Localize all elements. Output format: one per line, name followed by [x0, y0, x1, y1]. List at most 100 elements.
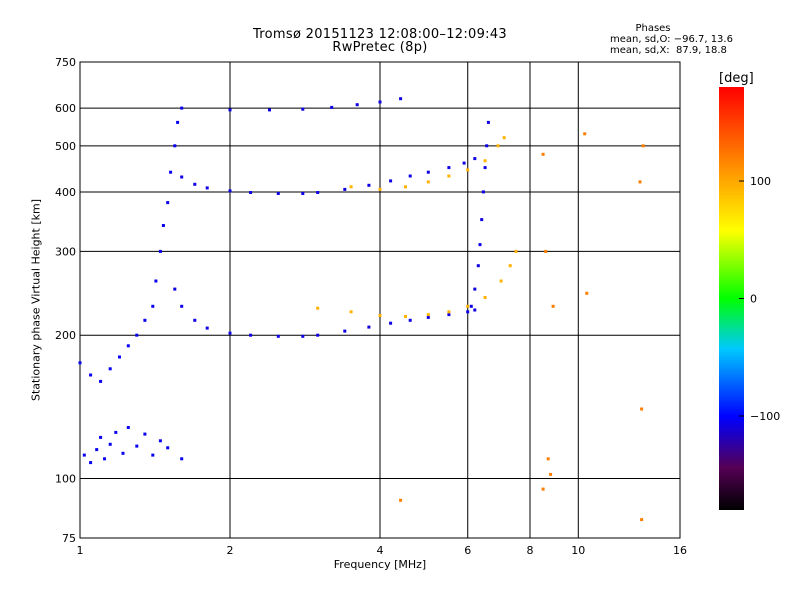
x-axis-label: Frequency [MHz] — [333, 558, 427, 571]
stats-x-line: mean, sd,X: 87.9, 18.8 — [610, 45, 727, 56]
data-point — [166, 201, 170, 205]
data-point — [205, 186, 209, 190]
data-point — [99, 435, 103, 439]
data-point — [301, 192, 305, 195]
data-point — [228, 189, 232, 193]
gridlines — [79, 61, 681, 539]
data-point — [180, 175, 184, 179]
data-points — [78, 97, 645, 522]
data-point — [486, 120, 490, 124]
x-tick-label: 1 — [77, 544, 84, 557]
data-point — [508, 264, 512, 268]
data-point — [135, 333, 139, 337]
data-point — [544, 249, 548, 253]
y-tick-label: 200 — [55, 329, 76, 342]
data-point — [158, 249, 162, 253]
data-point — [121, 451, 125, 455]
data-point — [466, 310, 470, 314]
data-point — [399, 97, 403, 101]
data-point — [640, 407, 644, 411]
data-point — [404, 315, 407, 318]
data-point — [641, 144, 645, 148]
data-point — [301, 334, 305, 338]
colorbar-label: [deg] — [719, 71, 754, 86]
data-point — [551, 304, 555, 308]
y-tick-label: 300 — [55, 245, 76, 258]
data-point — [426, 180, 430, 184]
data-point — [176, 120, 180, 124]
x-tick-label: 2 — [227, 544, 234, 557]
data-point — [161, 224, 165, 227]
data-point — [301, 107, 305, 111]
chart-title: Tromsø 20151123 12:08:00–12:09:43 — [252, 27, 508, 42]
data-point — [502, 136, 506, 140]
data-point — [154, 279, 158, 283]
x-tick-label: 10 — [571, 544, 585, 557]
data-point — [276, 192, 280, 195]
data-point — [378, 187, 382, 191]
x-axis-ticks: 1 2 4 6 8 10 16 — [77, 544, 688, 557]
data-point — [349, 310, 353, 314]
data-point — [378, 100, 382, 104]
data-point — [447, 310, 451, 314]
data-point — [541, 152, 545, 156]
data-point — [89, 373, 93, 377]
chart-subtitle: RwPretec (8p) — [332, 40, 428, 55]
data-point — [108, 442, 112, 446]
data-point — [126, 426, 130, 429]
colorbar-tick-label: −100 — [750, 410, 780, 423]
data-point — [355, 103, 359, 107]
data-point — [228, 108, 232, 112]
data-point — [469, 304, 473, 308]
data-point — [158, 439, 162, 443]
y-tick-label: 600 — [55, 102, 76, 115]
data-point — [426, 313, 430, 317]
data-point — [166, 446, 170, 450]
data-point — [473, 287, 477, 291]
data-point — [499, 279, 503, 283]
data-point — [426, 315, 430, 319]
data-point — [466, 168, 470, 172]
data-point — [316, 333, 320, 337]
data-point — [549, 472, 553, 476]
data-point — [483, 166, 487, 170]
data-point — [180, 304, 184, 308]
data-point — [114, 430, 118, 434]
colorbar-tick-label: 100 — [750, 175, 771, 188]
data-point — [95, 448, 99, 452]
data-point — [343, 329, 347, 333]
data-point — [447, 313, 451, 317]
data-point — [389, 321, 393, 325]
data-point — [481, 190, 485, 194]
data-point — [228, 331, 232, 335]
data-point — [193, 182, 197, 186]
data-point — [583, 132, 587, 136]
data-point — [330, 105, 334, 109]
data-point — [462, 161, 466, 165]
data-point — [426, 170, 430, 174]
x-tick-label: 6 — [464, 544, 471, 557]
colorbar-ticks: 100 0 −100 — [739, 175, 780, 423]
data-point — [205, 326, 209, 330]
data-point — [78, 361, 82, 365]
y-tick-label: 400 — [55, 186, 76, 199]
data-point — [316, 306, 320, 310]
data-point — [478, 243, 482, 247]
data-point — [169, 170, 173, 174]
colorbar-tick-label: 0 — [750, 293, 757, 306]
data-point — [103, 457, 106, 461]
y-axis-label-text: Stationary phase Virtual Height [km] — [29, 198, 43, 402]
data-point — [173, 144, 177, 148]
data-point — [447, 174, 451, 178]
data-point — [268, 108, 271, 112]
data-point — [173, 287, 177, 291]
data-point — [473, 157, 477, 161]
data-point — [82, 453, 86, 457]
y-tick-label: 75 — [62, 532, 76, 545]
data-point — [89, 461, 93, 465]
data-point — [585, 291, 589, 295]
data-point — [638, 180, 642, 184]
stats-o-line: mean, sd,O: −96.7, 13.6 — [610, 34, 733, 45]
data-point — [378, 314, 382, 317]
data-point — [485, 144, 489, 148]
